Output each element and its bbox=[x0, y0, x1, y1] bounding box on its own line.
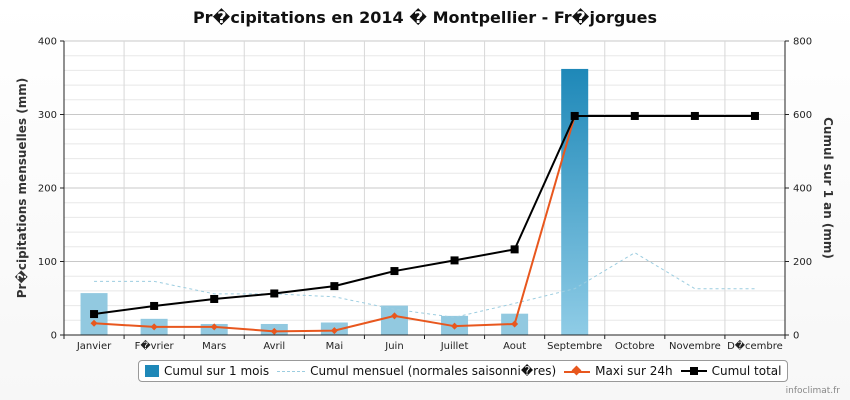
x-tick-label: Septembre bbox=[547, 341, 602, 352]
legend-swatch-square-line bbox=[680, 365, 707, 377]
y-left-tick-label: 300 bbox=[38, 110, 57, 121]
x-tick-label: D�cembre bbox=[727, 339, 783, 352]
legend-label-max24h: Maxi sur 24h bbox=[595, 364, 673, 378]
marker-total-1 bbox=[150, 301, 159, 310]
legend-swatch-dashed-line bbox=[277, 370, 306, 372]
chart-title: Pr�cipitations en 2014 � Montpellier - F… bbox=[192, 8, 658, 27]
legend-swatch-bar bbox=[145, 365, 159, 377]
legend: Cumul sur 1 mois Cumul mensuel (normales… bbox=[138, 360, 789, 382]
legend-item-normals[interactable]: Cumul mensuel (normales saisonni�res) bbox=[277, 364, 556, 378]
legend-label-monthly: Cumul sur 1 mois bbox=[164, 364, 270, 378]
marker-total-0 bbox=[90, 310, 99, 319]
x-tick-label: Octobre bbox=[615, 341, 655, 352]
marker-max24h-7 bbox=[511, 320, 519, 328]
marker-max24h-0 bbox=[90, 319, 98, 327]
x-tick-label: Novembre bbox=[669, 341, 721, 352]
legend-item-total[interactable]: Cumul total bbox=[680, 364, 782, 378]
marker-total-10 bbox=[690, 111, 699, 120]
y-left-tick-label: 0 bbox=[51, 331, 57, 342]
credit-text: infoclimat.fr bbox=[785, 386, 840, 396]
y-right-tick-label: 800 bbox=[793, 37, 812, 48]
x-tick-label: Mai bbox=[326, 341, 344, 352]
bar-8 bbox=[561, 68, 589, 336]
y-right-tick-label: 600 bbox=[793, 110, 812, 121]
marker-total-4 bbox=[330, 282, 339, 291]
line-layer bbox=[90, 111, 759, 335]
x-tick-label: Juin bbox=[384, 341, 403, 352]
marker-total-2 bbox=[210, 294, 219, 303]
marker-total-8 bbox=[570, 111, 579, 120]
marker-total-3 bbox=[270, 289, 279, 298]
marker-max24h-4 bbox=[330, 327, 338, 335]
bar-5 bbox=[380, 305, 408, 335]
y-axis-right-title: Cumul sur 1 an (mm) bbox=[821, 117, 835, 259]
y-left-tick-label: 100 bbox=[38, 257, 57, 268]
marker-max24h-3 bbox=[270, 327, 278, 335]
marker-total-11 bbox=[750, 111, 759, 120]
marker-total-9 bbox=[630, 111, 639, 120]
axis-layer: 0 100 200 300 400 0 200 400 600 800 Janvier F�vrier… bbox=[38, 37, 812, 353]
x-tick-label: F�vrier bbox=[135, 339, 175, 352]
y-right-tick-label: 200 bbox=[793, 257, 812, 268]
x-tick-label: Mars bbox=[202, 341, 226, 352]
x-tick-label: Avril bbox=[263, 341, 285, 352]
x-tick-label: Janvier bbox=[76, 341, 112, 352]
marker-max24h-5 bbox=[390, 312, 398, 320]
y-right-tick-label: 400 bbox=[793, 184, 812, 195]
legend-item-monthly[interactable]: Cumul sur 1 mois bbox=[145, 364, 269, 378]
legend-label-total: Cumul total bbox=[711, 364, 782, 378]
y-left-tick-label: 200 bbox=[38, 184, 57, 195]
legend-label-normals: Cumul mensuel (normales saisonni�res) bbox=[310, 364, 557, 378]
legend-item-max24h[interactable]: Maxi sur 24h bbox=[564, 364, 673, 378]
marker-max24h-1 bbox=[150, 323, 158, 331]
series-line-total bbox=[93, 114, 755, 316]
y-left-tick-label: 400 bbox=[38, 37, 57, 48]
marker-total-5 bbox=[390, 267, 399, 276]
marker-max24h-6 bbox=[451, 322, 459, 330]
x-tick-label: Juillet bbox=[440, 341, 469, 352]
grid-layer bbox=[63, 40, 786, 336]
legend-swatch-diamond-line bbox=[564, 365, 591, 377]
marker-total-7 bbox=[510, 245, 519, 254]
marker-max24h-2 bbox=[210, 323, 218, 331]
y-axis-left-title: Pr�cipitations mensuelles (mm) bbox=[14, 78, 29, 298]
y-right-tick-label: 0 bbox=[793, 331, 799, 342]
x-tick-label: Aout bbox=[503, 341, 526, 352]
marker-total-6 bbox=[450, 256, 459, 265]
